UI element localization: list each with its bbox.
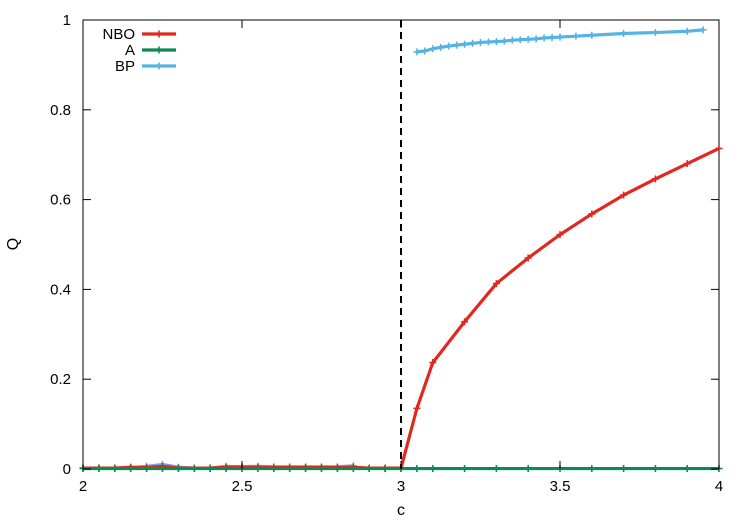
data-point-nbo	[556, 231, 564, 239]
legend-item-bp: BP	[115, 58, 176, 75]
y-tick-label: 1	[63, 12, 71, 29]
data-point-bp	[683, 27, 691, 35]
data-point-bp	[651, 29, 659, 37]
data-point-a	[524, 465, 532, 473]
data-point-bp	[484, 38, 492, 46]
data-point-a	[222, 465, 230, 473]
data-point-nbo	[588, 210, 596, 218]
data-point-nbo	[715, 144, 723, 152]
data-point-a	[365, 465, 373, 473]
data-point-bp	[445, 42, 453, 50]
data-point-bp	[421, 47, 429, 55]
data-point-bp	[492, 38, 500, 46]
data-point-a	[381, 465, 389, 473]
data-point-a	[270, 465, 278, 473]
data-point-a	[95, 465, 103, 473]
data-point-nbo	[651, 175, 659, 183]
legend-item-a: A	[125, 42, 176, 59]
data-point-bp	[437, 43, 445, 51]
data-point-a	[318, 465, 325, 473]
data-point-bp	[508, 36, 516, 44]
y-tick-label: 0.8	[50, 102, 71, 119]
data-point-a	[206, 465, 214, 473]
data-point-nbo	[429, 359, 437, 367]
data-point-bp	[588, 31, 596, 39]
x-tick-label: 2	[79, 478, 87, 495]
y-tick-label: 0	[63, 461, 71, 478]
data-point-a	[254, 465, 262, 473]
series-line-bp	[416, 28, 704, 54]
data-point-nbo	[620, 191, 628, 199]
legend-label: A	[125, 42, 135, 59]
data-point-bp	[524, 35, 532, 43]
series-bp	[79, 26, 707, 472]
data-point-a	[333, 465, 341, 473]
data-point-bp	[453, 41, 461, 49]
data-point-bp	[532, 35, 540, 43]
data-point-nbo	[492, 280, 500, 288]
data-point-a	[111, 465, 119, 473]
data-point-bp	[429, 45, 437, 53]
data-point-nbo	[683, 160, 691, 168]
plot-frame	[82, 19, 720, 470]
data-point-a	[190, 465, 198, 473]
data-point-bp	[469, 39, 477, 47]
data-point-bp	[572, 32, 580, 40]
data-point-bp	[413, 48, 421, 56]
x-tick-label: 4	[715, 478, 723, 495]
x-tick-label: 3	[397, 478, 405, 495]
data-point-a	[620, 465, 628, 473]
data-point-bp	[516, 36, 524, 44]
legend-label: NBO	[102, 26, 135, 43]
data-point-a	[683, 465, 691, 473]
y-axis-title: Q	[5, 238, 22, 250]
data-point-a	[461, 465, 469, 473]
x-tick-label: 3.5	[550, 478, 571, 495]
x-axis-title: c	[397, 502, 405, 519]
data-point-a	[492, 465, 500, 473]
data-point-a	[174, 465, 182, 473]
data-point-a	[429, 465, 437, 473]
data-point-bp	[461, 40, 469, 48]
data-point-a	[127, 465, 135, 473]
data-point-nbo	[413, 404, 421, 412]
legend-label: BP	[115, 58, 135, 75]
data-point-a	[349, 465, 357, 473]
data-point-bp	[699, 26, 707, 34]
y-tick-label: 0.2	[50, 371, 71, 388]
y-tick-label: 0.4	[50, 281, 71, 298]
data-point-nbo	[461, 318, 469, 326]
data-point-a	[302, 465, 310, 473]
x-tick-label: 2.5	[232, 478, 253, 495]
data-point-a	[286, 465, 294, 473]
data-point-bp	[620, 29, 628, 37]
data-point-bp	[548, 34, 556, 42]
data-point-bp	[556, 33, 564, 41]
data-point-a	[159, 465, 166, 473]
data-point-nbo	[524, 254, 532, 262]
data-point-a	[413, 465, 421, 473]
data-point-bp	[500, 37, 508, 45]
data-point-bp	[540, 34, 548, 42]
y-tick-label: 0.6	[50, 192, 71, 209]
data-point-a	[651, 465, 659, 473]
legend-item-nbo: NBO	[102, 26, 176, 43]
data-point-a	[588, 465, 596, 473]
data-point-a	[143, 465, 151, 473]
data-point-bp	[477, 38, 484, 46]
series-a	[79, 465, 723, 473]
